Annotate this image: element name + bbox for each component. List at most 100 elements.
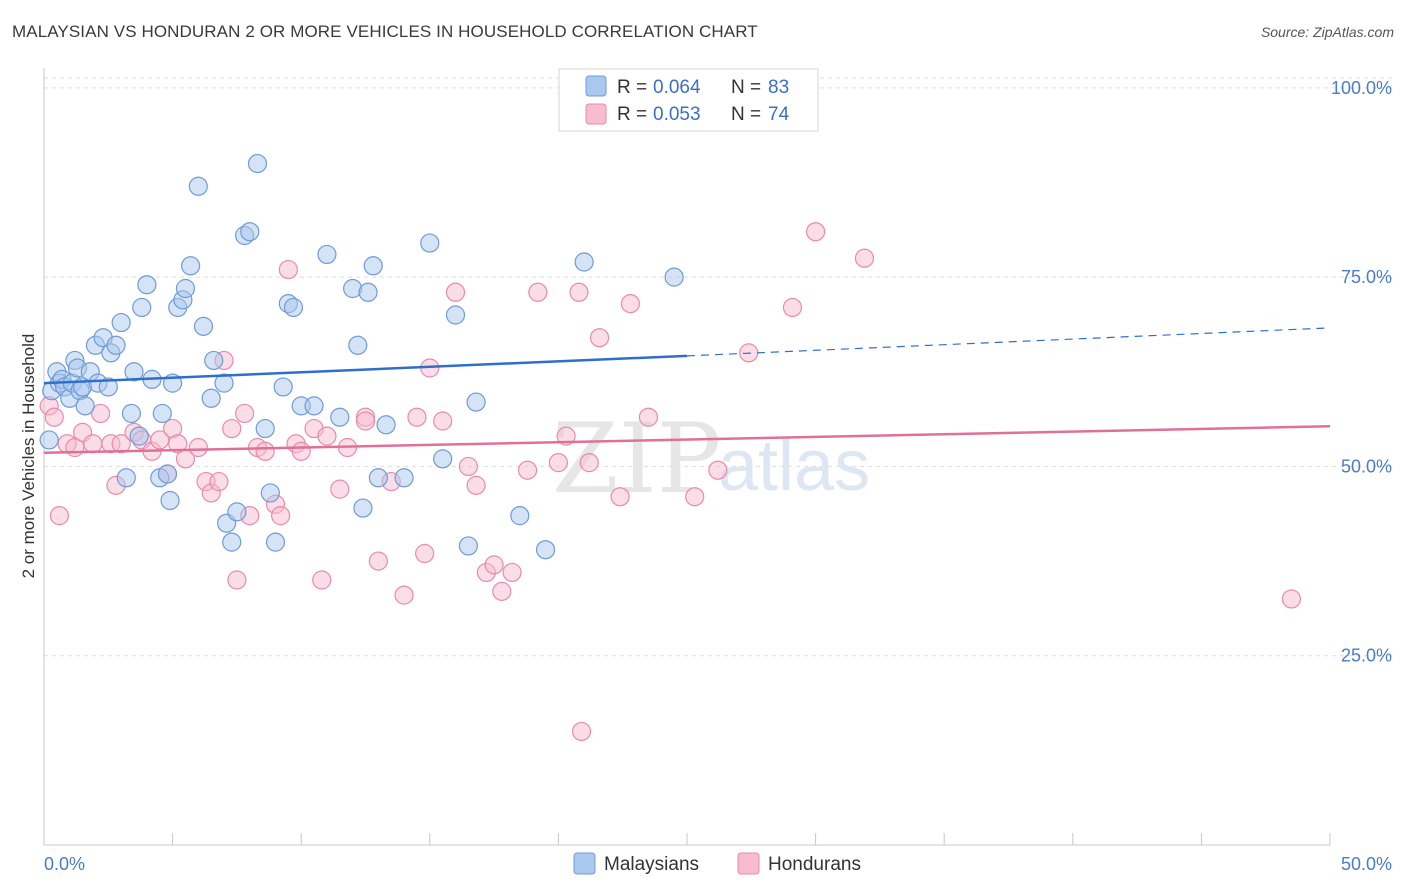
legend-n-value-2: 74	[768, 104, 790, 125]
series-legend: Malaysians Hondurans	[573, 852, 861, 875]
malaysian-point	[214, 373, 234, 393]
bottom-legend-hondurans: Hondurans	[768, 854, 861, 875]
malaysian-point	[283, 297, 304, 318]
legend-r-value-2: 0.053	[653, 104, 701, 125]
x-tick-label-max: 50.0%	[1341, 854, 1392, 874]
honduran-point	[484, 555, 504, 575]
honduran-point	[1281, 589, 1302, 609]
malaysian-point	[317, 244, 337, 265]
honduran-point	[330, 479, 350, 499]
malaysian-point	[121, 403, 142, 424]
honduran-point	[458, 456, 478, 477]
legend-r-label-1: R =	[617, 77, 647, 98]
malaysian-point	[111, 312, 131, 333]
malaysian-point	[420, 233, 440, 253]
y-tick-labels: 25.0% 50.0% 75.0% 100.0%	[1331, 78, 1392, 666]
honduran-point	[445, 282, 466, 302]
x-tick-label-min: 0.0%	[44, 854, 85, 874]
malaysian-point	[152, 403, 172, 424]
y-tick-label: 100.0%	[1331, 78, 1392, 98]
honduran-point	[407, 407, 427, 427]
honduran-point	[235, 403, 255, 424]
legend-r-label-2: R =	[617, 104, 647, 125]
malaysians-trend-extension	[686, 327, 1331, 357]
hondurans-swatch	[585, 103, 607, 125]
honduran-point	[620, 294, 641, 314]
bottom-legend-malaysians: Malaysians	[604, 854, 699, 875]
malaysian-point	[137, 275, 157, 295]
honduran-point	[394, 585, 414, 605]
malaysian-point	[330, 407, 350, 427]
malaysian-point	[39, 430, 59, 450]
legend-r-value-1: 0.064	[653, 77, 701, 98]
y-tick-label: 75.0%	[1341, 267, 1392, 287]
honduran-point	[312, 570, 332, 590]
bottom-legend-hondurans-swatch	[737, 852, 760, 875]
honduran-point	[517, 460, 538, 480]
malaysian-point	[240, 222, 260, 242]
malaysians-trend-line	[43, 354, 688, 385]
honduran-point	[168, 434, 188, 454]
honduran-point	[433, 411, 453, 431]
chart-title: MALAYSIAN VS HONDURAN 2 OR MORE VEHICLES…	[12, 22, 758, 41]
honduran-point	[368, 551, 388, 571]
malaysian-point	[124, 362, 144, 382]
malaysian-point	[227, 502, 247, 522]
honduran-point	[355, 411, 376, 431]
malaysian-point	[348, 335, 368, 355]
honduran-point	[571, 721, 592, 742]
y-tick-label: 25.0%	[1341, 646, 1392, 666]
honduran-point	[569, 282, 589, 302]
honduran-point	[90, 403, 111, 424]
malaysian-point	[75, 396, 95, 416]
malaysians-swatch	[585, 75, 607, 97]
honduran-point	[83, 434, 103, 454]
honduran-point	[111, 434, 131, 454]
honduran-point	[209, 471, 229, 492]
malaysian-point	[535, 540, 556, 560]
malaysian-point	[181, 256, 201, 276]
honduran-point	[271, 506, 291, 526]
malaysian-point	[353, 498, 373, 518]
malaysian-point	[363, 256, 383, 276]
honduran-point	[492, 581, 512, 601]
legend-n-label-1: N =	[731, 77, 761, 98]
honduran-point	[44, 407, 64, 427]
malaysian-point	[394, 468, 414, 488]
honduran-point	[502, 562, 522, 583]
malaysian-point	[175, 278, 196, 299]
y-axis-label: 2 or more Vehicles in Household	[19, 334, 38, 579]
malaysian-point	[204, 350, 224, 371]
malaysian-point	[129, 426, 149, 446]
honduran-point	[685, 487, 705, 507]
honduran-point	[317, 426, 337, 446]
malaysian-point	[193, 316, 214, 336]
malaysian-point	[433, 449, 453, 469]
malaysian-point	[304, 396, 324, 416]
honduran-point	[278, 259, 298, 280]
hondurans-trend-line	[43, 425, 1331, 455]
x-ticks	[43, 833, 1331, 845]
legend-n-label-2: N =	[731, 104, 761, 125]
stats-legend: R = 0.064 N = 83 R = 0.053 N = 74	[558, 68, 819, 132]
honduran-point	[255, 441, 275, 461]
malaysian-point	[201, 388, 221, 408]
honduran-point	[150, 430, 170, 450]
malaysian-point	[265, 532, 286, 552]
bottom-legend-malaysians-swatch	[573, 852, 596, 875]
malaysians-points	[39, 153, 684, 560]
malaysian-point	[132, 297, 152, 318]
honduran-point	[188, 437, 208, 458]
y-tick-label: 50.0%	[1341, 456, 1392, 476]
honduran-point	[222, 418, 242, 439]
honduran-point	[291, 441, 311, 461]
honduran-point	[589, 328, 610, 348]
malaysian-point	[222, 532, 242, 552]
malaysian-point	[260, 483, 280, 503]
source-credit: Source: ZipAtlas.com	[1260, 24, 1394, 40]
watermark: ZIP atlas	[552, 403, 870, 515]
malaysian-point	[247, 153, 268, 174]
legend-n-value-1: 83	[768, 77, 789, 98]
malaysian-point	[458, 536, 478, 556]
trend-lines	[43, 327, 1331, 455]
